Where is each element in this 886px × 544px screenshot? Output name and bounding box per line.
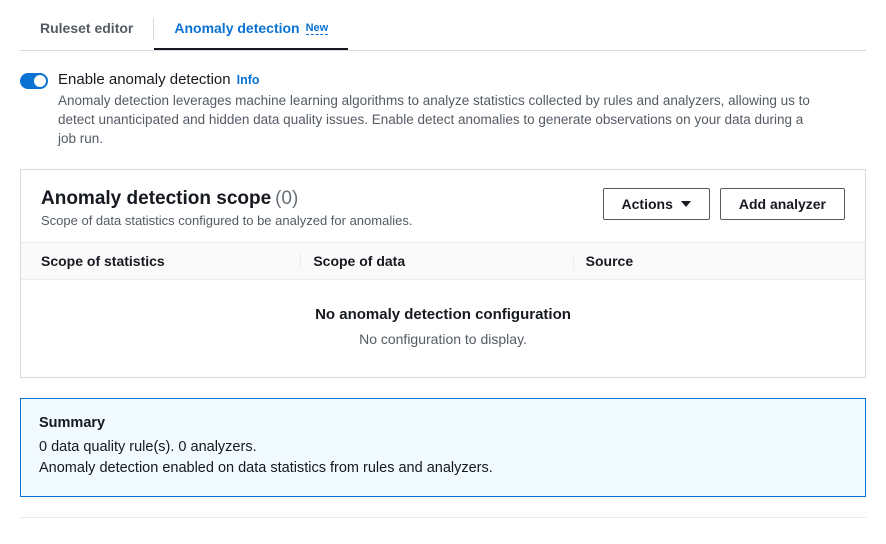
col-scope-statistics: Scope of statistics <box>41 253 301 269</box>
enable-section: Enable anomaly detection Info Anomaly de… <box>20 51 866 163</box>
scope-count: (0) <box>275 188 298 209</box>
enable-description: Anomaly detection leverages machine lear… <box>58 92 818 149</box>
scope-actions: Actions Add analyzer <box>603 188 845 220</box>
enable-toggle[interactable] <box>20 73 48 89</box>
tab-ruleset-editor[interactable]: Ruleset editor <box>20 8 153 50</box>
tab-bar: Ruleset editor Anomaly detection New <box>20 8 866 51</box>
summary-title: Summary <box>39 415 847 431</box>
tab-label: Ruleset editor <box>40 20 133 36</box>
info-link[interactable]: Info <box>237 73 260 87</box>
empty-title: No anomaly detection configuration <box>41 306 845 323</box>
enable-label: Enable anomaly detection <box>58 71 231 88</box>
col-source: Source <box>574 253 845 269</box>
scope-table-header: Scope of statistics Scope of data Source <box>21 242 865 280</box>
add-analyzer-label: Add analyzer <box>739 196 826 212</box>
scope-panel-header: Anomaly detection scope (0) Scope of dat… <box>21 170 865 242</box>
scope-panel: Anomaly detection scope (0) Scope of dat… <box>20 169 866 378</box>
actions-button-label: Actions <box>622 196 673 212</box>
scope-subtitle: Scope of data statistics configured to b… <box>41 213 412 228</box>
scope-title: Anomaly detection scope <box>41 188 271 209</box>
tab-anomaly-detection[interactable]: Anomaly detection New <box>154 8 348 50</box>
actions-button[interactable]: Actions <box>603 188 710 220</box>
summary-box: Summary 0 data quality rule(s). 0 analyz… <box>20 398 866 498</box>
summary-line-1: 0 data quality rule(s). 0 analyzers. <box>39 437 847 459</box>
caret-down-icon <box>681 201 691 207</box>
empty-subtitle: No configuration to display. <box>41 331 845 347</box>
summary-line-2: Anomaly detection enabled on data statis… <box>39 458 847 480</box>
add-analyzer-button[interactable]: Add analyzer <box>720 188 845 220</box>
empty-state: No anomaly detection configuration No co… <box>21 280 865 377</box>
col-scope-data: Scope of data <box>301 253 573 269</box>
new-badge: New <box>306 22 329 35</box>
tab-label: Anomaly detection <box>174 20 299 36</box>
bottom-divider <box>20 517 866 518</box>
enable-body: Enable anomaly detection Info Anomaly de… <box>58 71 866 149</box>
